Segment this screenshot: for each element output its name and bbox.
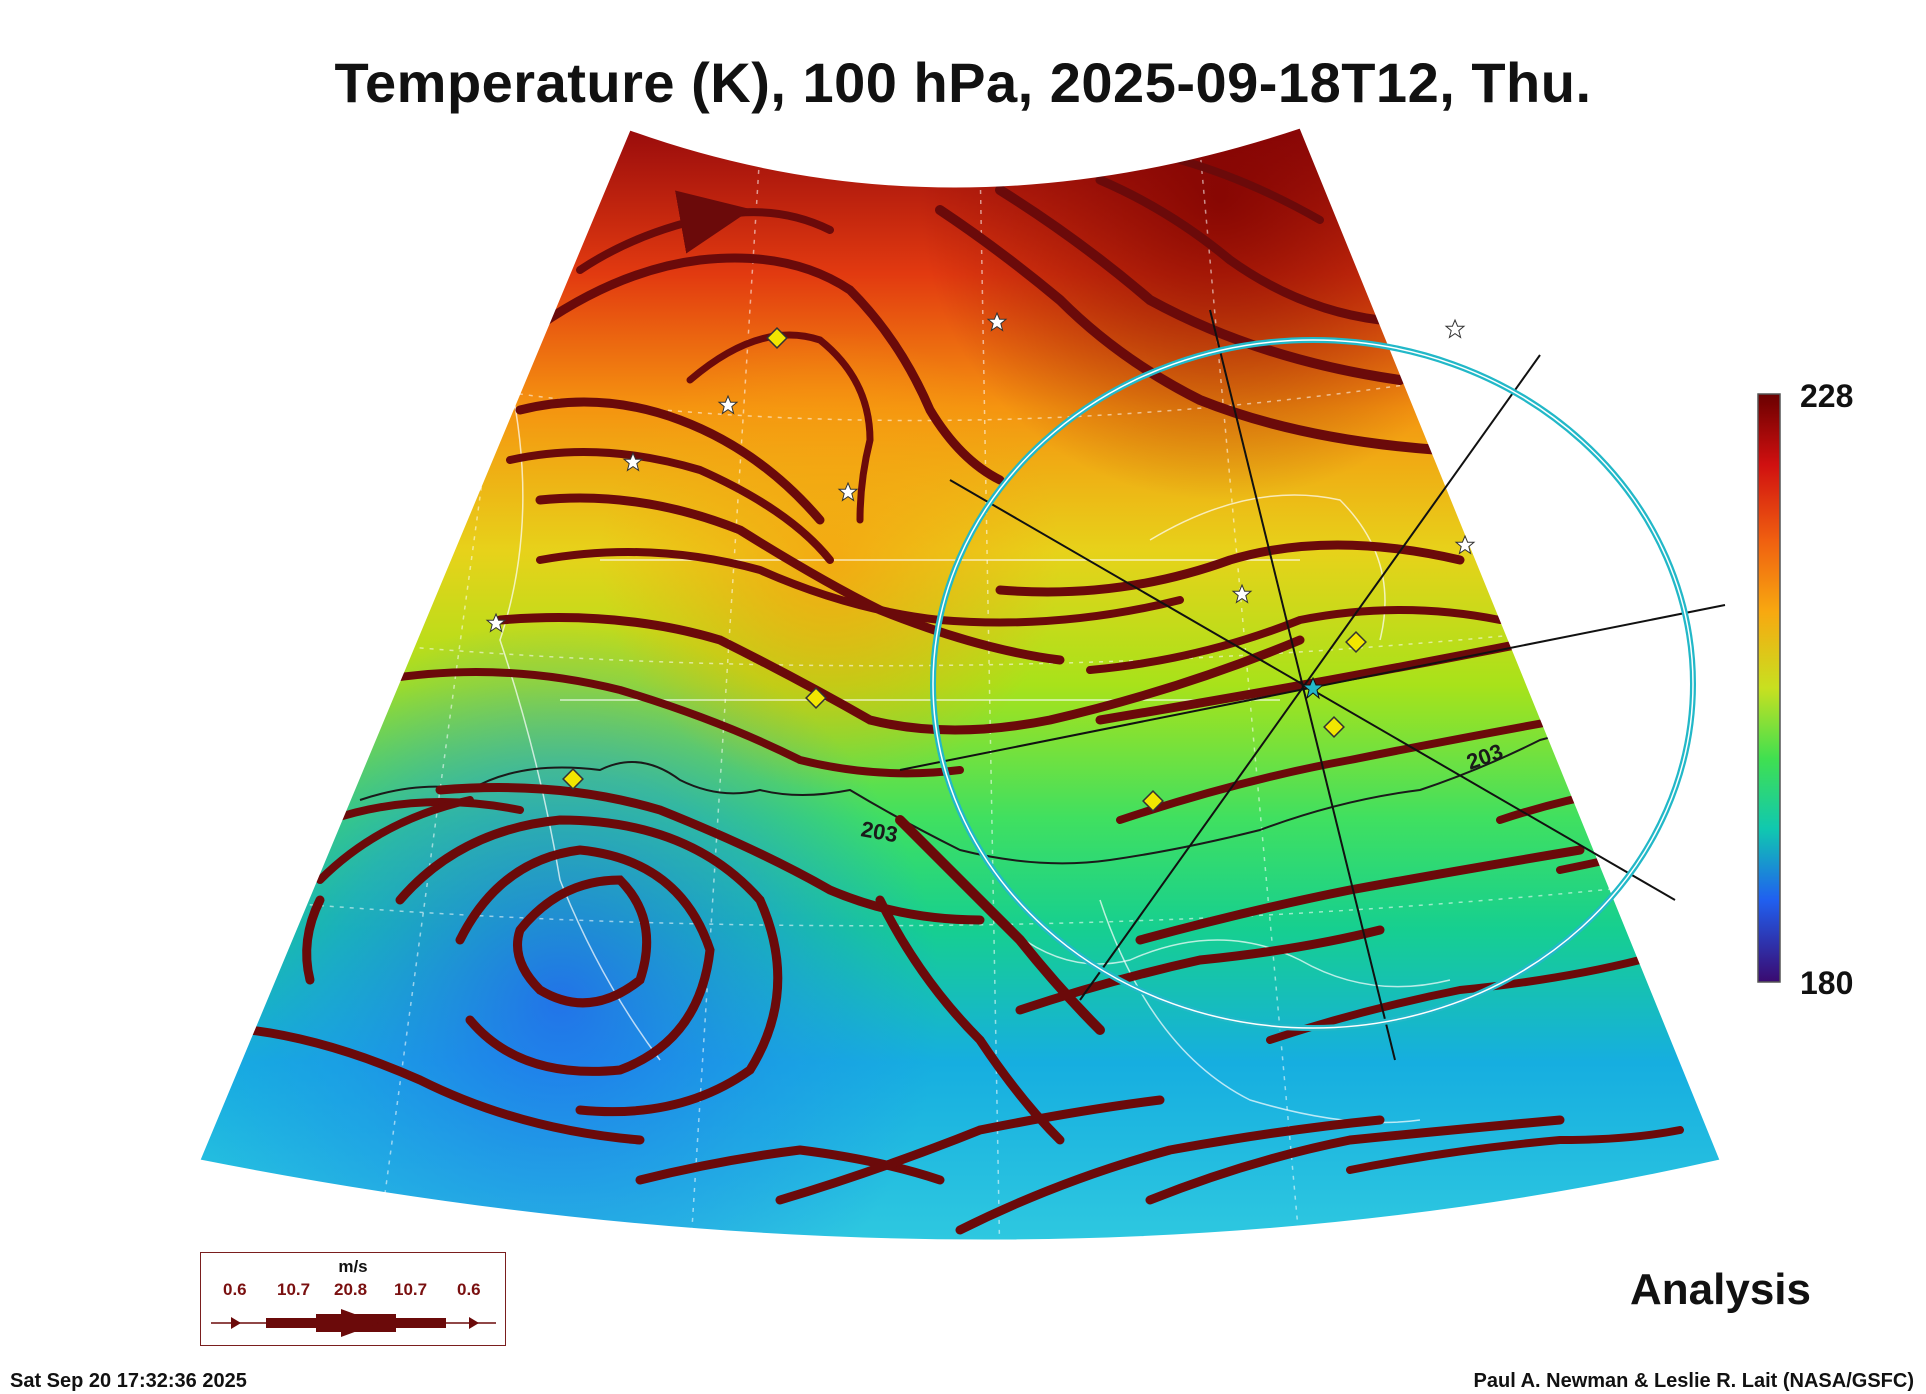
star-icon (485, 612, 507, 633)
streamline (1086, 606, 1504, 674)
wind-speed-legend: m/s 0.6 10.7 20.8 10.7 0.6 (200, 1252, 506, 1346)
streamline (535, 253, 1005, 485)
streamline (1176, 156, 1324, 224)
streamline (895, 815, 1105, 1035)
streamline (495, 613, 1305, 735)
colorbar (1757, 393, 1781, 983)
temperature-field (200, 128, 1720, 1240)
legend-value: 20.8 (334, 1280, 368, 1299)
station-diamond-markers (562, 327, 1367, 812)
streamline (326, 798, 524, 824)
streamline (1015, 925, 1385, 1015)
streamline (1266, 956, 1644, 1044)
streamline (995, 540, 1465, 597)
streamline (576, 190, 834, 274)
streamline (1116, 716, 1564, 824)
streamline (513, 875, 652, 1008)
streamline (316, 796, 474, 884)
star-icon (837, 481, 859, 502)
streamline (376, 668, 964, 778)
star-icon (622, 451, 644, 472)
legend-arrow-scale (211, 1309, 496, 1337)
legend-value: 0.6 (457, 1280, 481, 1299)
streamline (1135, 845, 1585, 945)
diamond-icon (766, 327, 788, 349)
star-icon (1454, 534, 1476, 555)
diamond-icon (562, 768, 584, 790)
diamond-icon (1142, 790, 1164, 812)
star-icon (986, 311, 1008, 332)
analysis-label: Analysis (1630, 1265, 1811, 1314)
streamline (435, 783, 985, 925)
legend-value: 10.7 (394, 1280, 428, 1299)
timestamp: Sat Sep 20 17:32:36 2025 (10, 1370, 247, 1392)
legend-value: 0.6 (223, 1280, 247, 1299)
streamline (1145, 1115, 1565, 1205)
site-star-icon (1301, 676, 1325, 700)
chart-title: Temperature (K), 100 hPa, 2025-09-18T12,… (334, 51, 1592, 114)
streamline (935, 205, 1445, 455)
colorbar-min-label: 180 (1800, 965, 1854, 1001)
streamline (455, 845, 715, 1076)
star-icon (1444, 318, 1466, 339)
streamline (995, 185, 1405, 385)
streamline (302, 895, 325, 985)
streamline (635, 1145, 945, 1185)
contour-203 (359, 719, 1601, 865)
credit: Paul A. Newman & Leslie R. Lait (NASA/GS… (1473, 1370, 1914, 1392)
streamlines (245, 156, 1684, 1235)
streamline (536, 548, 1184, 627)
legend-value: 10.7 (277, 1280, 311, 1299)
streamline (1095, 175, 1385, 325)
streamline (955, 1115, 1385, 1235)
streamline (1346, 1126, 1684, 1174)
streamline (245, 1025, 645, 1145)
diamond-icon (1345, 631, 1367, 653)
map-boundary (199, 127, 1721, 1241)
diamond-icon (805, 687, 827, 709)
streamline (775, 1095, 1165, 1205)
legend-unit: m/s (338, 1257, 368, 1276)
streamline (875, 895, 1065, 1145)
streamline (515, 397, 825, 525)
streamline (1095, 635, 1545, 725)
star-icon (717, 394, 739, 415)
station-star-markers (485, 311, 1476, 633)
star-icon (1231, 583, 1253, 604)
diamond-icon (1323, 716, 1345, 738)
colorbar-max-label: 228 (1800, 378, 1854, 414)
streamline (395, 815, 783, 1117)
streamline (506, 448, 834, 564)
streamline (686, 331, 874, 524)
streamline (535, 493, 1065, 665)
